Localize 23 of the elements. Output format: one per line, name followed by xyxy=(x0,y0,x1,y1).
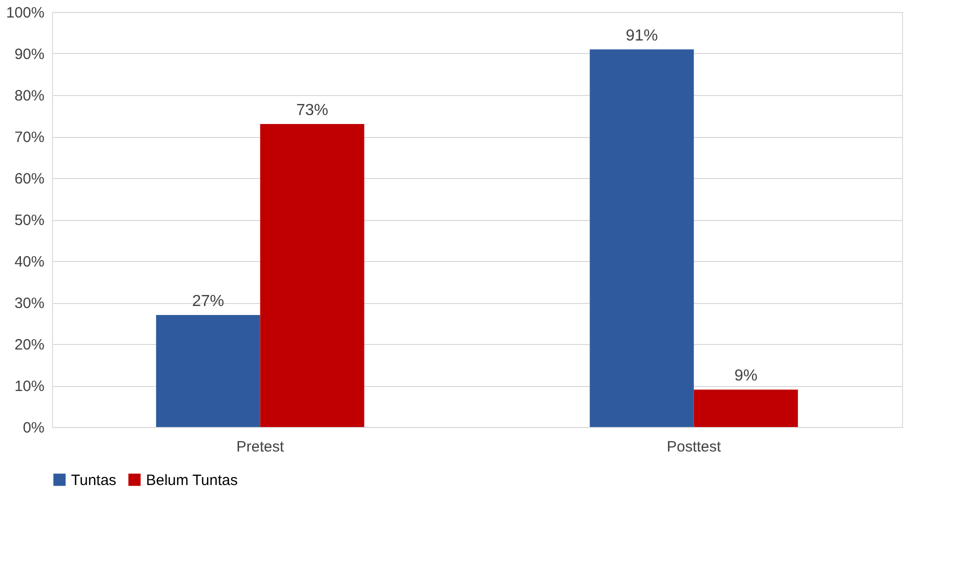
y-tick-label: 10% xyxy=(14,378,44,395)
legend-label: Tuntas xyxy=(71,472,116,489)
y-tick-label: 40% xyxy=(14,254,44,270)
x-tick-label: Pretest xyxy=(236,438,285,456)
x-tick-label: Posttest xyxy=(666,438,722,456)
y-tick-label: 60% xyxy=(14,170,44,188)
y-tick-label: 30% xyxy=(14,295,44,312)
legend-label: Belum Tuntas xyxy=(146,472,238,489)
data-label: 27% xyxy=(192,292,224,310)
bar xyxy=(260,124,364,427)
bar xyxy=(156,314,260,427)
y-tick-label: 50% xyxy=(14,212,44,229)
data-label: 73% xyxy=(296,102,328,120)
y-tick-label: 100% xyxy=(6,4,44,22)
y-tick-label: 0% xyxy=(22,420,44,436)
y-tick-label: 90% xyxy=(14,46,44,63)
y-tick-label: 20% xyxy=(14,336,44,354)
y-tick-label: 80% xyxy=(14,88,44,104)
y-tick-label: 70% xyxy=(14,129,44,146)
bar xyxy=(590,49,694,427)
bar xyxy=(694,390,798,427)
data-label: 9% xyxy=(734,368,758,385)
data-label: 91% xyxy=(626,27,658,44)
